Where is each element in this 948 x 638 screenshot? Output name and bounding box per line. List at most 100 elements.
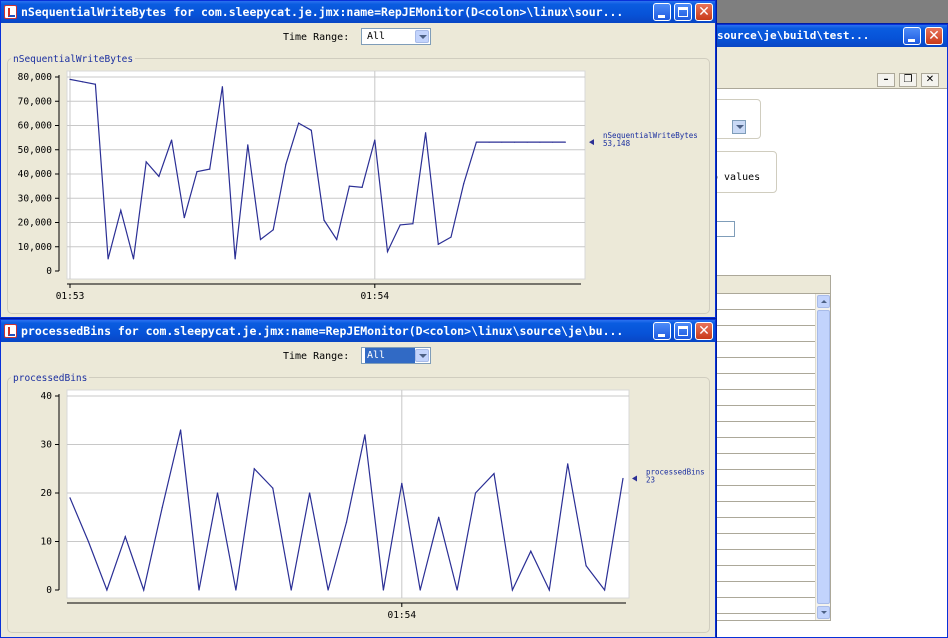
table-row[interactable] bbox=[708, 582, 830, 598]
series-point bbox=[401, 482, 403, 484]
scroll-thumb[interactable] bbox=[817, 310, 830, 604]
table-row[interactable] bbox=[708, 406, 830, 422]
background-window[interactable]: source\je\build\test... ✕ – ❐ ✕ o values bbox=[701, 24, 948, 638]
table-row[interactable] bbox=[708, 326, 830, 342]
minimize-icon bbox=[658, 15, 665, 18]
table-row[interactable] bbox=[708, 566, 830, 582]
series-point bbox=[493, 473, 495, 475]
series-point bbox=[513, 141, 516, 143]
close-button[interactable]: ✕ bbox=[925, 27, 943, 45]
java-icon bbox=[4, 324, 17, 338]
vertical-scrollbar[interactable] bbox=[815, 294, 830, 620]
table-row[interactable] bbox=[708, 486, 830, 502]
scroll-up-arrow-icon[interactable] bbox=[817, 295, 830, 308]
close-button[interactable]: ✕ bbox=[695, 3, 713, 21]
series-point bbox=[548, 589, 550, 591]
chart-window-processedbins[interactable]: processedBins for com.sleepycat.je.jmx:n… bbox=[0, 319, 716, 638]
series-point bbox=[171, 139, 173, 141]
time-range-value: All bbox=[365, 348, 415, 363]
series-point bbox=[567, 463, 569, 465]
legend-current-value: 53,148 bbox=[603, 139, 631, 148]
plot-title: processedBins bbox=[11, 373, 90, 384]
series-point bbox=[474, 492, 477, 494]
series-point bbox=[221, 86, 223, 88]
series-point bbox=[425, 132, 427, 134]
table-row[interactable] bbox=[708, 470, 830, 486]
series-point bbox=[124, 536, 126, 538]
series-point bbox=[180, 429, 182, 431]
table-header bbox=[708, 276, 830, 294]
maximize-icon bbox=[678, 326, 688, 336]
y-tick-label: 10 bbox=[41, 537, 53, 548]
table-row[interactable] bbox=[708, 310, 830, 326]
series-point bbox=[382, 589, 384, 591]
chart-window-title: nSequentialWriteBytes for com.sleepycat.… bbox=[21, 5, 624, 19]
background-window-title: source\je\build\test... bbox=[717, 29, 870, 42]
series-point bbox=[290, 589, 292, 591]
chart-window-titlebar[interactable]: processedBins for com.sleepycat.je.jmx:n… bbox=[1, 320, 715, 342]
close-button[interactable]: ✕ bbox=[695, 322, 713, 340]
chevron-down-icon[interactable] bbox=[415, 30, 429, 43]
chevron-down-icon[interactable] bbox=[415, 349, 429, 362]
table-row[interactable] bbox=[708, 502, 830, 518]
time-range-select[interactable]: All bbox=[361, 347, 431, 364]
series-point bbox=[526, 141, 528, 143]
series-point bbox=[309, 492, 311, 494]
series-point bbox=[209, 168, 211, 170]
minimize-button[interactable] bbox=[653, 3, 671, 21]
series-point bbox=[530, 550, 532, 552]
series-point bbox=[143, 589, 145, 591]
series-point bbox=[361, 186, 363, 188]
series-point bbox=[198, 589, 200, 591]
series-point bbox=[564, 141, 566, 143]
table-row[interactable] bbox=[708, 342, 830, 358]
mdi-minimize-button[interactable]: – bbox=[877, 73, 895, 87]
series-point bbox=[183, 217, 185, 219]
table-row[interactable] bbox=[708, 550, 830, 566]
close-icon: ✕ bbox=[698, 4, 710, 20]
table-row[interactable] bbox=[708, 294, 830, 310]
series-point bbox=[253, 468, 255, 470]
series-point bbox=[323, 219, 325, 221]
series-point bbox=[511, 589, 513, 591]
series-point bbox=[120, 209, 122, 211]
y-tick-label: 50,000 bbox=[18, 145, 53, 156]
mdi-restore-button[interactable]: ❐ bbox=[899, 73, 917, 87]
y-tick-label: 10,000 bbox=[18, 242, 53, 253]
series-point bbox=[158, 175, 160, 178]
series-point bbox=[475, 141, 477, 143]
x-tick-label: 01:54 bbox=[387, 610, 416, 621]
table-row[interactable] bbox=[708, 534, 830, 550]
chart-window-titlebar[interactable]: nSequentialWriteBytes for com.sleepycat.… bbox=[1, 1, 715, 23]
y-tick-label: 0 bbox=[46, 266, 52, 277]
table-row[interactable] bbox=[708, 374, 830, 390]
minimize-button[interactable] bbox=[653, 322, 671, 340]
minimize-button[interactable] bbox=[903, 27, 921, 45]
y-tick-label: 40,000 bbox=[18, 169, 53, 180]
series-point bbox=[456, 589, 458, 591]
attribute-dropdown[interactable] bbox=[732, 120, 746, 134]
y-tick-label: 80,000 bbox=[18, 72, 53, 83]
table-row[interactable] bbox=[708, 358, 830, 374]
table-row[interactable] bbox=[708, 438, 830, 454]
legend-series-name: processedBins bbox=[646, 467, 705, 476]
table-row[interactable] bbox=[708, 390, 830, 406]
background-window-titlebar[interactable]: source\je\build\test... bbox=[707, 25, 947, 47]
table-row[interactable] bbox=[708, 518, 830, 534]
close-icon: ✕ bbox=[928, 28, 940, 44]
series-point bbox=[374, 139, 376, 141]
table-row[interactable] bbox=[708, 454, 830, 470]
attribute-table[interactable] bbox=[707, 275, 831, 621]
chart-window-nsequentialwritebytes[interactable]: nSequentialWriteBytes for com.sleepycat.… bbox=[0, 0, 716, 318]
time-range-select[interactable]: All bbox=[361, 28, 431, 45]
series-point bbox=[345, 521, 348, 523]
maximize-button[interactable] bbox=[674, 3, 692, 21]
table-row[interactable] bbox=[708, 598, 830, 614]
mdi-close-button[interactable]: ✕ bbox=[921, 73, 939, 87]
y-tick-label: 30 bbox=[41, 440, 53, 451]
scroll-down-arrow-icon[interactable] bbox=[817, 606, 830, 619]
table-row[interactable] bbox=[708, 422, 830, 438]
maximize-button[interactable] bbox=[674, 322, 692, 340]
y-tick-label: 20 bbox=[41, 488, 53, 499]
